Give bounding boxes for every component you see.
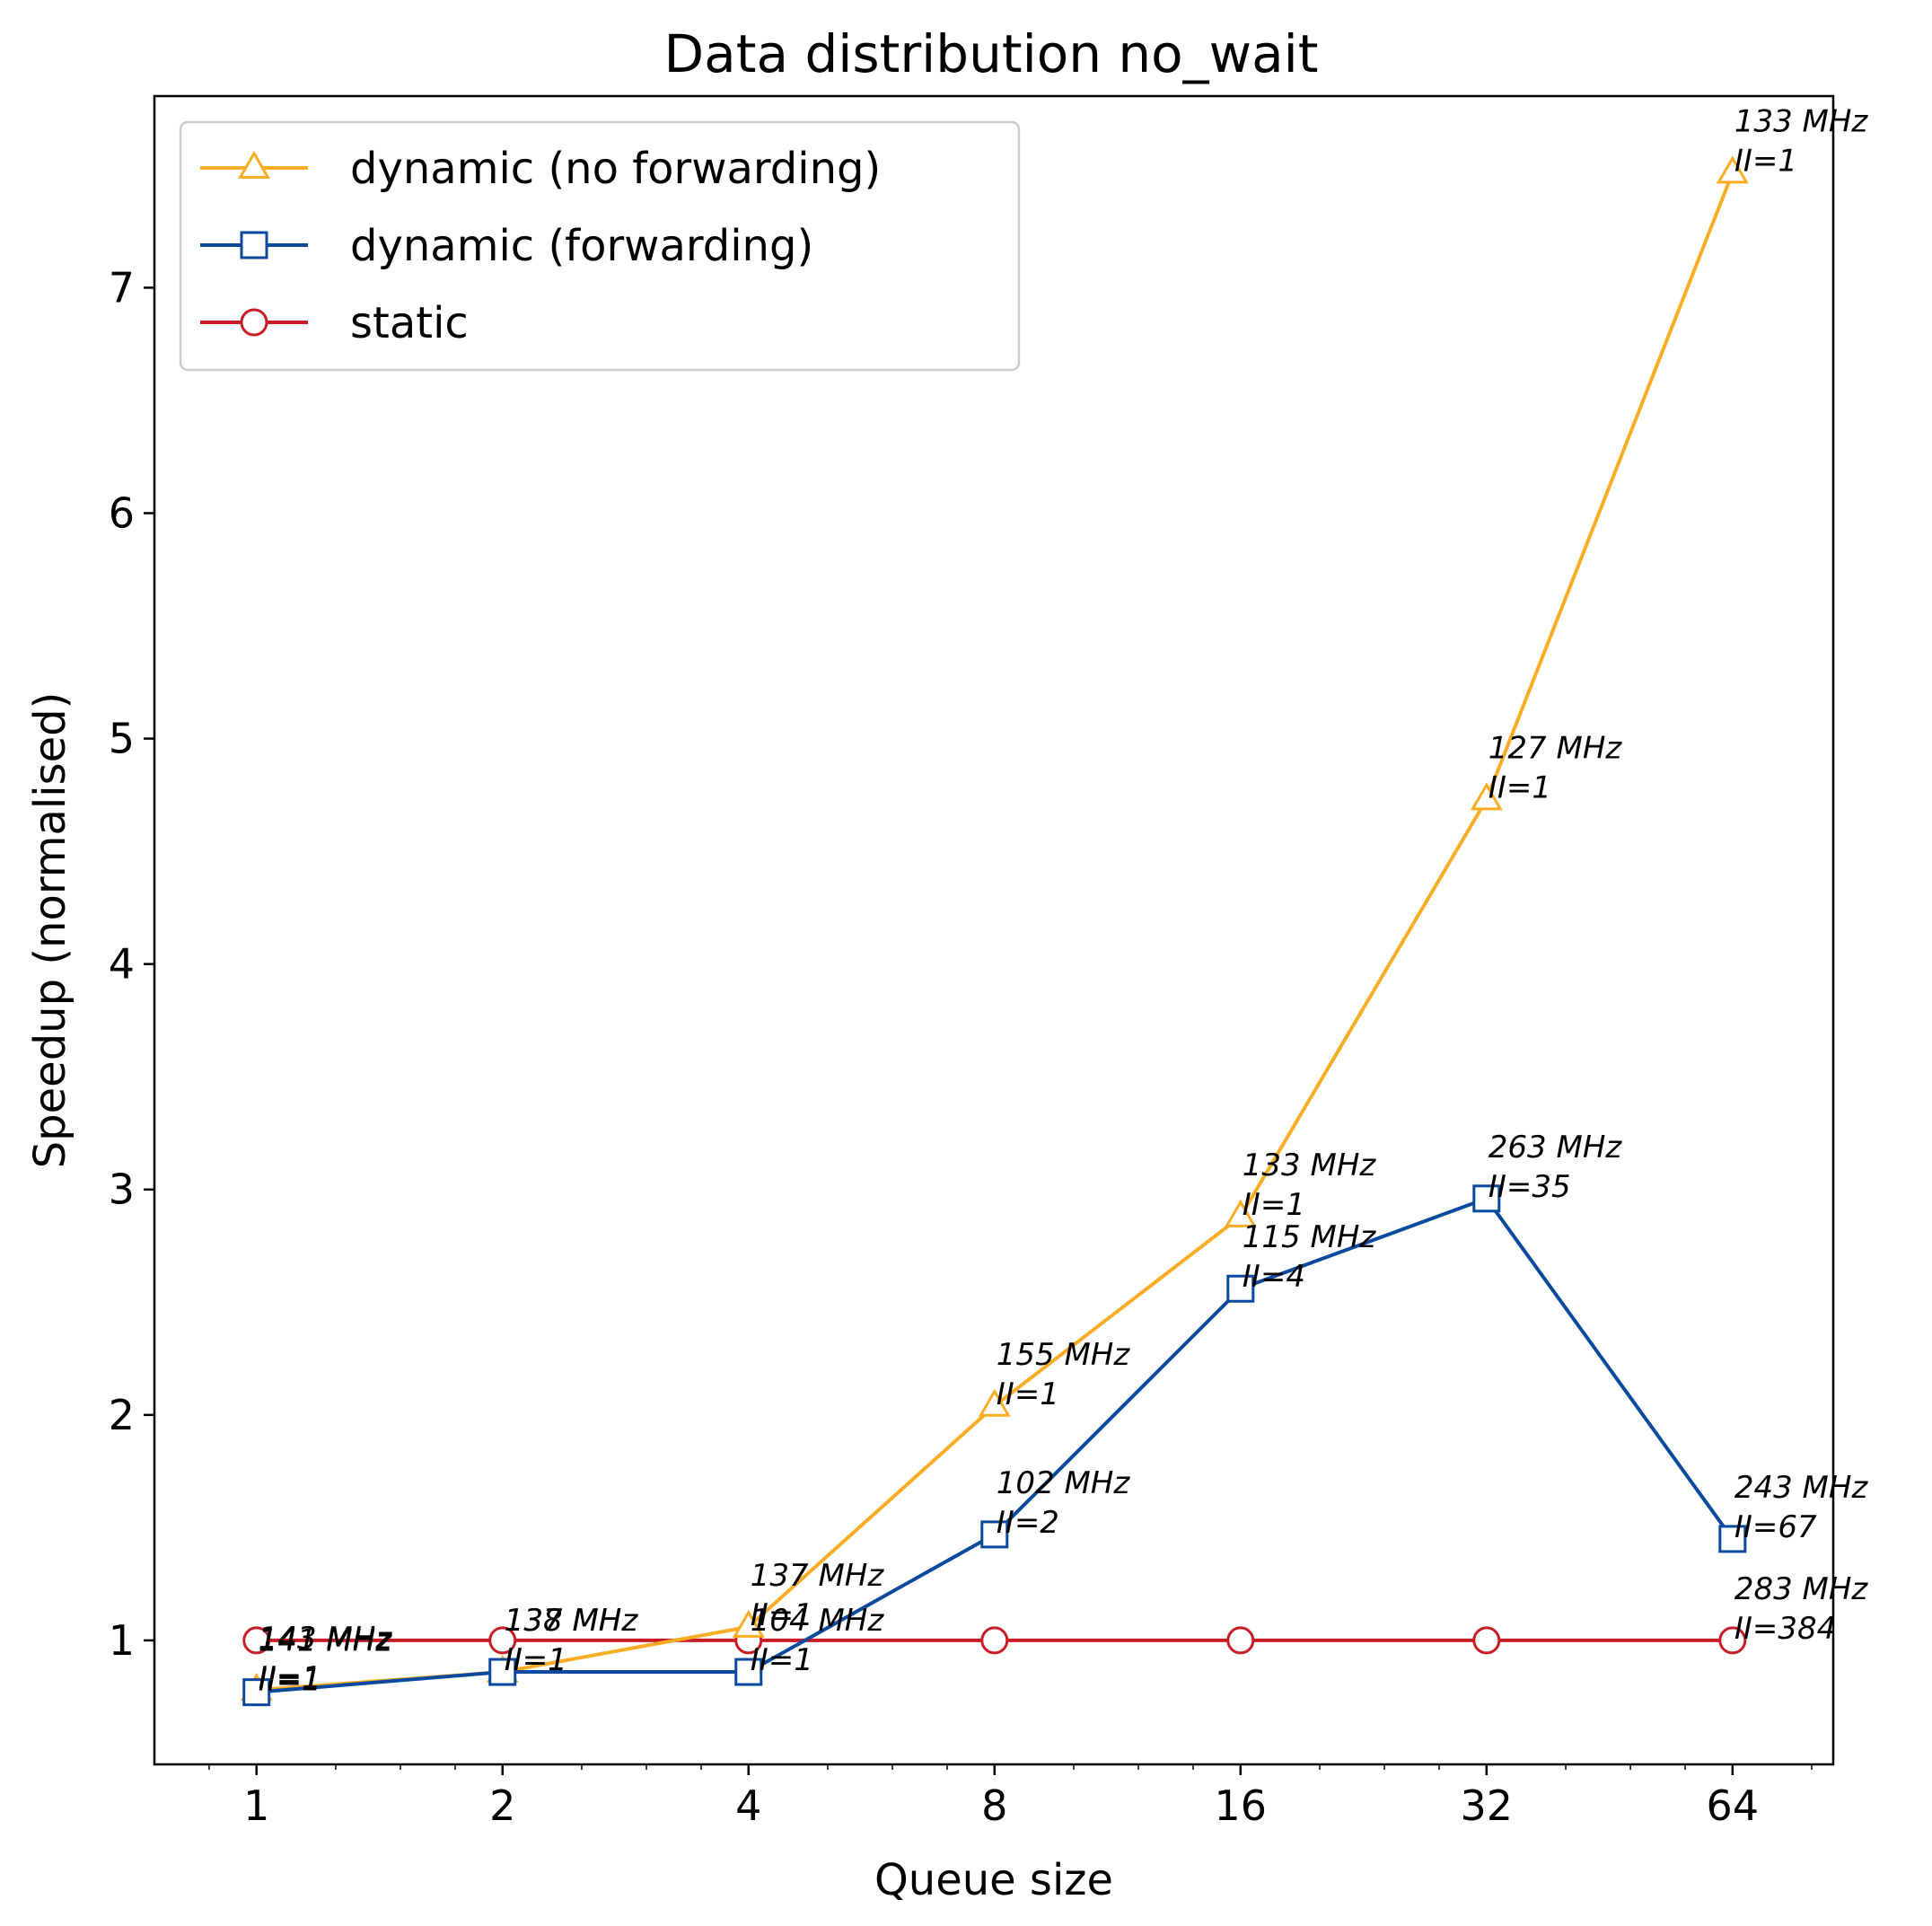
y-tick-label: 2	[109, 1391, 135, 1439]
annotation-freq: 137 MHz	[751, 1558, 885, 1594]
y-tick-label: 7	[109, 263, 135, 312]
annotation-ii: II=1	[505, 1642, 567, 1678]
annotation-ii: II=1	[997, 1376, 1059, 1412]
annotation-ii: II=1	[751, 1642, 813, 1678]
annotation-freq: 104 MHz	[751, 1603, 885, 1639]
x-tick-label: 8	[981, 1781, 1007, 1830]
annotation-ii: II=1	[259, 1660, 321, 1696]
legend-box	[179, 120, 1021, 372]
annotation-freq: 143 MHz	[259, 1621, 393, 1657]
legend: dynamic (no forwarding) dynamic (forwardi…	[179, 120, 1021, 372]
y-tick-label: 3	[109, 1165, 135, 1214]
data-point-0	[1224, 1199, 1257, 1227]
axes: 1 2 4 8 16 32 64 1 2 3 4 5 6 7	[109, 263, 1813, 1830]
annotation-freq: 137 MHz	[505, 1603, 639, 1639]
data-point-0	[1716, 155, 1749, 184]
data-point-2	[1718, 1626, 1747, 1655]
legend-label: dynamic (no forwarding)	[350, 144, 881, 194]
x-tick-label: 32	[1461, 1781, 1514, 1830]
annotation-ii: II=1	[1734, 143, 1797, 179]
data-point-2	[242, 1626, 271, 1655]
data-point-2	[1226, 1626, 1255, 1655]
data-point-1	[980, 1520, 1009, 1549]
annotation-freq: 283 MHz	[1734, 1571, 1869, 1607]
y-tick-label: 5	[109, 715, 135, 763]
annotation-ii: II=1	[1489, 770, 1551, 805]
data-point-0	[732, 1609, 765, 1638]
annotation-ii: II=2	[997, 1505, 1059, 1541]
x-axis-label: Queue size	[874, 1855, 1113, 1905]
legend-marker	[240, 308, 268, 337]
data-point-0	[978, 1388, 1011, 1417]
annotation-freq: 102 MHz	[997, 1465, 1131, 1501]
data-point-1	[242, 1678, 271, 1707]
data-point-2	[1472, 1626, 1501, 1655]
x-tick-label: 2	[489, 1781, 515, 1830]
annotation-freq: 133 MHz	[1243, 1148, 1377, 1183]
data-point-1	[1472, 1184, 1501, 1213]
x-tick-label: 64	[1707, 1781, 1760, 1830]
data-point-1	[734, 1658, 763, 1686]
x-tick-label: 4	[735, 1781, 761, 1830]
annotation-freq: 155 MHz	[997, 1337, 1131, 1373]
data-point-2	[488, 1626, 517, 1655]
annotation-freq: 138 MHz	[505, 1603, 639, 1639]
annotation-ii: II=35	[1489, 1169, 1571, 1205]
series-line-1	[256, 1196, 1734, 1694]
data-point-0	[1470, 782, 1503, 811]
y-tick-label: 4	[109, 940, 135, 989]
x-tick-label: 16	[1215, 1781, 1268, 1830]
annotation-ii: II=1	[1243, 1187, 1305, 1223]
annotation-ii: II=384	[1734, 1611, 1836, 1647]
annotation-freq: 243 MHz	[1734, 1470, 1869, 1506]
chart-title: Data distribution no_wait	[664, 23, 1319, 84]
data-point-1	[1718, 1525, 1747, 1553]
annotation-ii: II=67	[1734, 1509, 1817, 1545]
data-point-1	[1226, 1274, 1255, 1303]
annotation-freq: 141 MHz	[259, 1623, 393, 1659]
annotation-ii: II=1	[259, 1663, 321, 1699]
series-line-0	[256, 171, 1734, 1693]
annotation-freq: 133 MHz	[1734, 103, 1869, 139]
y-tick-label: 6	[109, 489, 135, 538]
annotation-freq: 115 MHz	[1243, 1219, 1377, 1255]
data-point-1	[488, 1658, 517, 1686]
annotation-ii: II=1	[751, 1597, 813, 1633]
legend-label: static	[350, 298, 469, 348]
legend-label: dynamic (forwarding)	[350, 221, 813, 271]
y-tick-label: 1	[109, 1616, 135, 1665]
y-axis-label: Speedup (normalised)	[25, 692, 75, 1169]
annotation-ii: II=1	[505, 1642, 567, 1678]
x-tick-label: 1	[243, 1781, 269, 1830]
annotation-ii: II=4	[1243, 1259, 1305, 1295]
annotation-freq: 263 MHz	[1489, 1130, 1623, 1165]
legend-marker	[240, 231, 268, 259]
legend-marker	[237, 150, 271, 179]
annotation-freq: 127 MHz	[1489, 730, 1623, 766]
data-point-2	[980, 1626, 1009, 1655]
